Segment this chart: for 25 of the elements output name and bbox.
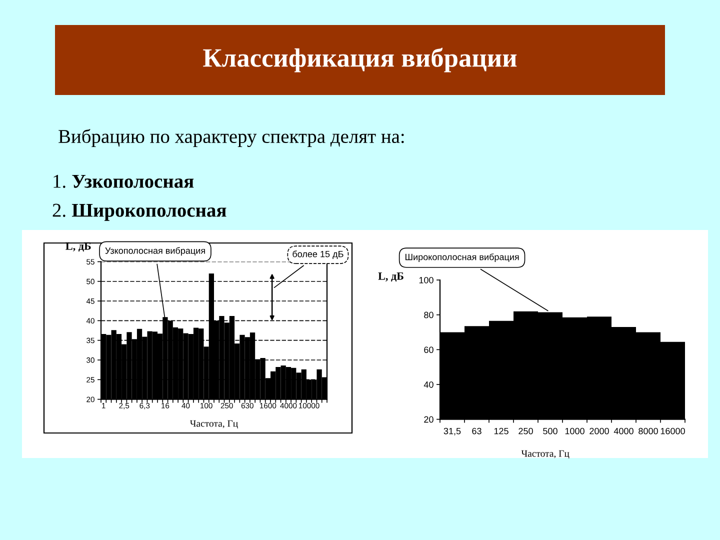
annotation: Широкополосная вибрация: [405, 253, 519, 262]
x-tick-label: 2000: [590, 428, 609, 434]
y-tick-label: 80: [424, 312, 434, 318]
y-tick-label: 100: [419, 276, 434, 284]
text: Вибрацию по характеру спектра делят на:: [58, 128, 404, 148]
y-tick-label: 40: [424, 381, 434, 388]
y-tick-label: 20: [424, 416, 434, 423]
y-axis-title: L, дБ: [378, 272, 404, 282]
text: Классификация вибрации: [203, 48, 517, 72]
x-tick-label: 125: [494, 428, 508, 434]
x-axis-title: Частота, Гц: [190, 420, 238, 429]
x-tick-label: 16000: [660, 428, 685, 434]
y-tick-label: 60: [424, 346, 434, 354]
x-tick-label: 1000: [565, 428, 584, 434]
text: 1. Узкополосная: [54, 174, 194, 188]
x-tick-label: 250: [518, 428, 533, 434]
x-axis-title: Частота, Гц: [521, 450, 570, 459]
x-tick-label: 31,5: [444, 428, 461, 436]
x-tick-label: 4000: [614, 428, 634, 434]
x-tick-label: 63: [472, 428, 482, 434]
annotation: Узкополосная вибрация: [105, 247, 205, 256]
text: более 15 дБ: [292, 250, 344, 259]
x-tick-label: 500: [543, 428, 558, 434]
text: 2. Широкополосная: [52, 204, 226, 221]
x-tick-label: 8000: [638, 428, 658, 434]
